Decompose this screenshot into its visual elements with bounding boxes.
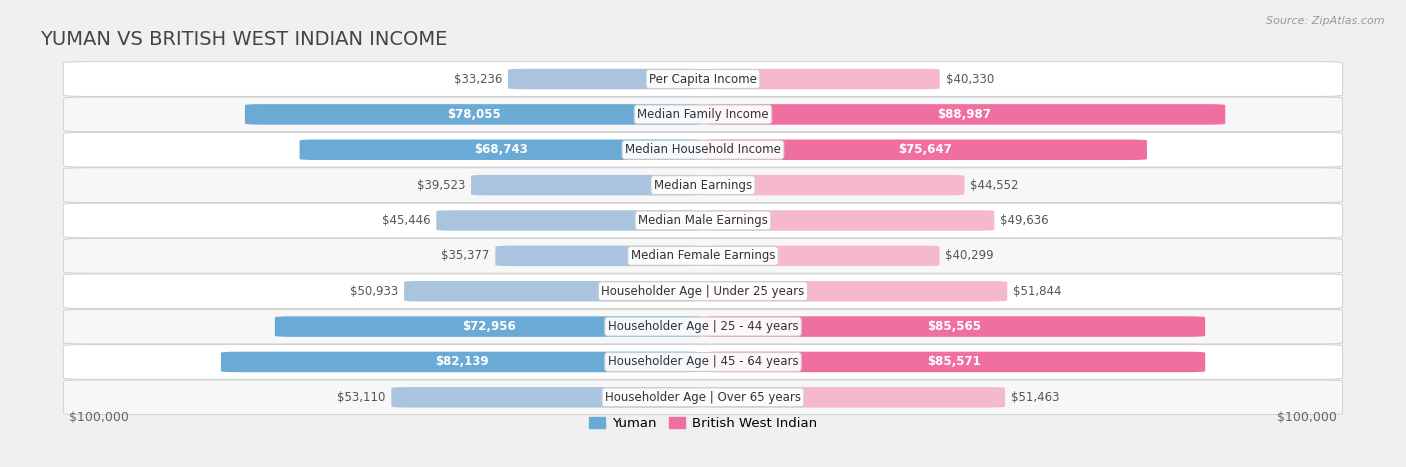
FancyBboxPatch shape xyxy=(63,345,1343,379)
Text: $51,844: $51,844 xyxy=(1014,285,1062,298)
Text: $35,377: $35,377 xyxy=(441,249,489,262)
Text: Householder Age | Under 25 years: Householder Age | Under 25 years xyxy=(602,285,804,298)
Text: $51,463: $51,463 xyxy=(1011,391,1059,404)
Text: Median Female Earnings: Median Female Earnings xyxy=(631,249,775,262)
FancyBboxPatch shape xyxy=(63,168,1343,203)
Text: $100,000: $100,000 xyxy=(1277,411,1337,424)
Text: Per Capita Income: Per Capita Income xyxy=(650,72,756,85)
FancyBboxPatch shape xyxy=(63,380,1343,415)
FancyBboxPatch shape xyxy=(245,104,703,125)
Text: Householder Age | Over 65 years: Householder Age | Over 65 years xyxy=(605,391,801,404)
FancyBboxPatch shape xyxy=(63,239,1343,273)
FancyBboxPatch shape xyxy=(703,175,965,195)
FancyBboxPatch shape xyxy=(63,97,1343,132)
Text: $40,299: $40,299 xyxy=(945,249,994,262)
Text: $50,933: $50,933 xyxy=(350,285,398,298)
Text: Median Earnings: Median Earnings xyxy=(654,178,752,191)
Legend: Yuman, British West Indian: Yuman, British West Indian xyxy=(583,412,823,436)
FancyBboxPatch shape xyxy=(63,62,1343,96)
FancyBboxPatch shape xyxy=(391,387,703,408)
FancyBboxPatch shape xyxy=(471,175,703,195)
Text: $49,636: $49,636 xyxy=(1000,214,1049,227)
Text: $45,446: $45,446 xyxy=(382,214,430,227)
FancyBboxPatch shape xyxy=(221,352,703,372)
FancyBboxPatch shape xyxy=(703,69,939,89)
Text: Median Male Earnings: Median Male Earnings xyxy=(638,214,768,227)
Text: Householder Age | 45 - 64 years: Householder Age | 45 - 64 years xyxy=(607,355,799,368)
Text: $72,956: $72,956 xyxy=(463,320,516,333)
Text: $100,000: $100,000 xyxy=(69,411,129,424)
FancyBboxPatch shape xyxy=(703,140,1147,160)
Text: $85,571: $85,571 xyxy=(927,355,981,368)
Text: $39,523: $39,523 xyxy=(416,178,465,191)
Text: $68,743: $68,743 xyxy=(474,143,529,156)
FancyBboxPatch shape xyxy=(703,316,1205,337)
Text: $33,236: $33,236 xyxy=(454,72,502,85)
Text: $85,565: $85,565 xyxy=(927,320,981,333)
FancyBboxPatch shape xyxy=(63,133,1343,167)
FancyBboxPatch shape xyxy=(703,352,1205,372)
FancyBboxPatch shape xyxy=(703,246,939,266)
FancyBboxPatch shape xyxy=(404,281,703,302)
Text: $88,987: $88,987 xyxy=(938,108,991,121)
Text: Median Family Income: Median Family Income xyxy=(637,108,769,121)
FancyBboxPatch shape xyxy=(436,210,703,231)
FancyBboxPatch shape xyxy=(703,281,1007,302)
FancyBboxPatch shape xyxy=(703,104,1225,125)
Text: Householder Age | 25 - 44 years: Householder Age | 25 - 44 years xyxy=(607,320,799,333)
FancyBboxPatch shape xyxy=(703,210,994,231)
Text: $53,110: $53,110 xyxy=(337,391,385,404)
Text: $78,055: $78,055 xyxy=(447,108,501,121)
FancyBboxPatch shape xyxy=(63,309,1343,344)
Text: Median Household Income: Median Household Income xyxy=(626,143,780,156)
Text: $44,552: $44,552 xyxy=(970,178,1019,191)
FancyBboxPatch shape xyxy=(63,203,1343,238)
Text: Source: ZipAtlas.com: Source: ZipAtlas.com xyxy=(1267,16,1385,26)
FancyBboxPatch shape xyxy=(508,69,703,89)
Text: $82,139: $82,139 xyxy=(436,355,489,368)
Text: $75,647: $75,647 xyxy=(898,143,952,156)
Text: $40,330: $40,330 xyxy=(946,72,994,85)
Text: YUMAN VS BRITISH WEST INDIAN INCOME: YUMAN VS BRITISH WEST INDIAN INCOME xyxy=(39,30,447,49)
FancyBboxPatch shape xyxy=(299,140,703,160)
FancyBboxPatch shape xyxy=(274,316,703,337)
FancyBboxPatch shape xyxy=(495,246,703,266)
FancyBboxPatch shape xyxy=(703,387,1005,408)
FancyBboxPatch shape xyxy=(63,274,1343,309)
